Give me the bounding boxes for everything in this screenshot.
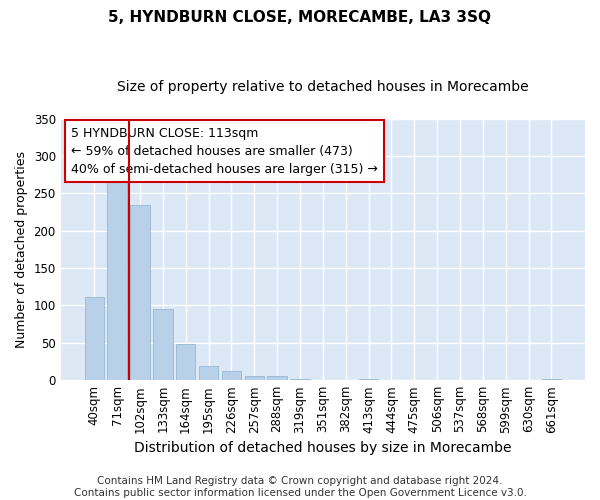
- Bar: [85, 296, 104, 380]
- Bar: [542, 378, 561, 380]
- Bar: [245, 376, 264, 380]
- Text: 5, HYNDBURN CLOSE, MORECAMBE, LA3 3SQ: 5, HYNDBURN CLOSE, MORECAMBE, LA3 3SQ: [109, 10, 491, 25]
- Bar: [107, 172, 127, 380]
- Bar: [290, 378, 310, 380]
- X-axis label: Distribution of detached houses by size in Morecambe: Distribution of detached houses by size …: [134, 441, 512, 455]
- Bar: [153, 309, 173, 380]
- Bar: [130, 204, 149, 380]
- Title: Size of property relative to detached houses in Morecambe: Size of property relative to detached ho…: [117, 80, 529, 94]
- Text: Contains HM Land Registry data © Crown copyright and database right 2024.
Contai: Contains HM Land Registry data © Crown c…: [74, 476, 526, 498]
- Bar: [221, 371, 241, 380]
- Bar: [359, 378, 378, 380]
- Text: 5 HYNDBURN CLOSE: 113sqm
← 59% of detached houses are smaller (473)
40% of semi-: 5 HYNDBURN CLOSE: 113sqm ← 59% of detach…: [71, 126, 378, 176]
- Bar: [176, 344, 196, 380]
- Bar: [199, 366, 218, 380]
- Bar: [268, 376, 287, 380]
- Y-axis label: Number of detached properties: Number of detached properties: [15, 151, 28, 348]
